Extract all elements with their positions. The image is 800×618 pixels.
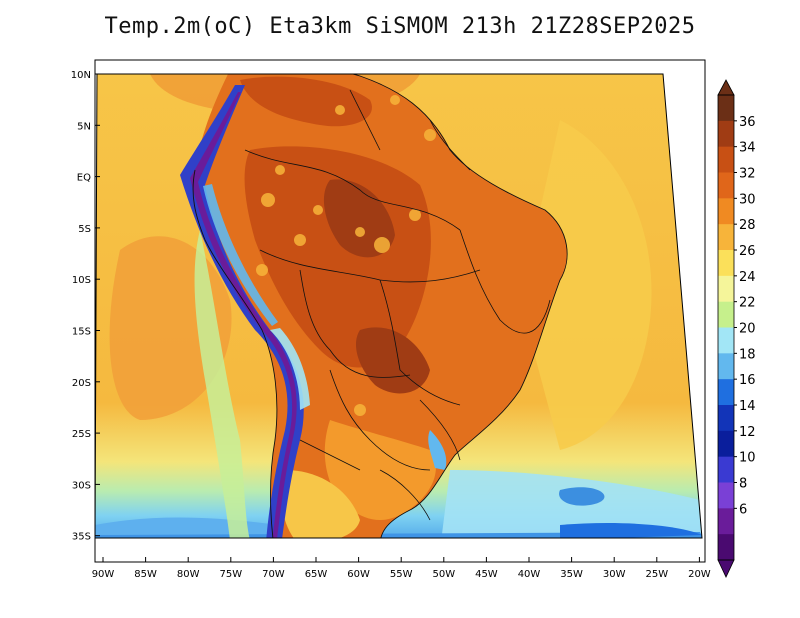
colorbar-segment bbox=[718, 430, 734, 458]
lon-label: 40W bbox=[518, 569, 541, 580]
colorbar-segment bbox=[718, 275, 734, 303]
lat-label: 10N bbox=[71, 70, 91, 81]
colorbar-label: 22 bbox=[739, 296, 756, 311]
colorbar-segment bbox=[718, 120, 734, 148]
colorbar-label: 16 bbox=[739, 373, 756, 388]
colorbar-segment bbox=[718, 456, 734, 483]
colorbar: 36 34 32 30 28 26 24 22 20 18 16 14 12 10 8 6 bbox=[717, 79, 756, 578]
lon-label: 55W bbox=[390, 569, 413, 580]
temperature-field bbox=[95, 74, 702, 538]
colorbar-label: 12 bbox=[739, 425, 756, 440]
lon-label: 70W bbox=[262, 569, 285, 580]
lon-label: 50W bbox=[432, 569, 455, 580]
colorbar-top-arrow bbox=[717, 79, 735, 96]
lat-label: 15S bbox=[72, 327, 91, 338]
colorbar-segment bbox=[718, 250, 734, 277]
colorbar-bottom-arrow bbox=[717, 559, 735, 578]
colorbar-label: 34 bbox=[739, 141, 756, 156]
lon-label: 90W bbox=[92, 569, 115, 580]
colorbar-label: 36 bbox=[739, 115, 756, 130]
lat-label: 5N bbox=[77, 121, 91, 132]
lat-label: 30S bbox=[72, 480, 91, 491]
colorbar-label: 20 bbox=[739, 322, 756, 337]
colorbar-segment bbox=[718, 146, 734, 173]
lon-label: 35W bbox=[560, 569, 583, 580]
longitude-axis: 90W 85W 80W 75W 70W 65W 60W 55W 50W 45W 40W 35W 30W 2… bbox=[92, 557, 711, 580]
colorbar-segment bbox=[718, 353, 734, 380]
colorbar-label: 26 bbox=[739, 244, 756, 259]
colorbar-label: 18 bbox=[739, 347, 756, 362]
lon-label: 65W bbox=[305, 569, 328, 580]
map-title: Temp.2m(oC) Eta3km SiSMOM 213h 21Z28SEP2… bbox=[104, 14, 696, 39]
colorbar-label: 14 bbox=[739, 399, 756, 414]
colorbar-label: 6 bbox=[739, 502, 747, 517]
lon-label: 25W bbox=[645, 569, 668, 580]
lat-label: 5S bbox=[78, 224, 91, 235]
lon-label: 45W bbox=[475, 569, 498, 580]
colorbar-segment bbox=[718, 327, 734, 354]
colorbar-segment bbox=[718, 534, 734, 561]
lon-label: 75W bbox=[219, 569, 242, 580]
colorbar-label: 30 bbox=[739, 192, 756, 207]
latitude-axis: 10N 5N EQ 5S 10S 15S 20S 25S 30S 35S bbox=[71, 70, 100, 543]
lat-label: 35S bbox=[72, 532, 91, 543]
lon-label: 60W bbox=[347, 569, 370, 580]
lat-label: EQ bbox=[77, 173, 91, 184]
axes-box bbox=[94, 59, 706, 563]
colorbar-segment bbox=[718, 405, 734, 432]
colorbar-segment bbox=[718, 198, 734, 225]
lon-label: 20W bbox=[688, 569, 711, 580]
lat-label: 20S bbox=[72, 378, 91, 389]
colorbar-label: 8 bbox=[739, 477, 747, 492]
colorbar-segment bbox=[718, 224, 734, 251]
colorbar-segment bbox=[718, 95, 734, 122]
colorbar-segment bbox=[718, 301, 734, 328]
lon-label: 30W bbox=[603, 569, 626, 580]
colorbar-label: 32 bbox=[739, 167, 756, 182]
colorbar-label: 28 bbox=[739, 218, 756, 233]
colorbar-segment bbox=[718, 508, 734, 535]
colorbar-segment bbox=[718, 379, 734, 406]
map-frame bbox=[94, 73, 703, 539]
colorbar-segment bbox=[718, 482, 734, 509]
lon-label: 85W bbox=[134, 569, 157, 580]
lat-label: 25S bbox=[72, 429, 91, 440]
lon-label: 80W bbox=[177, 569, 200, 580]
colorbar-label: 24 bbox=[739, 270, 756, 285]
lat-label: 10S bbox=[72, 275, 91, 286]
colorbar-segment bbox=[718, 172, 734, 199]
colorbar-label: 10 bbox=[739, 451, 756, 466]
